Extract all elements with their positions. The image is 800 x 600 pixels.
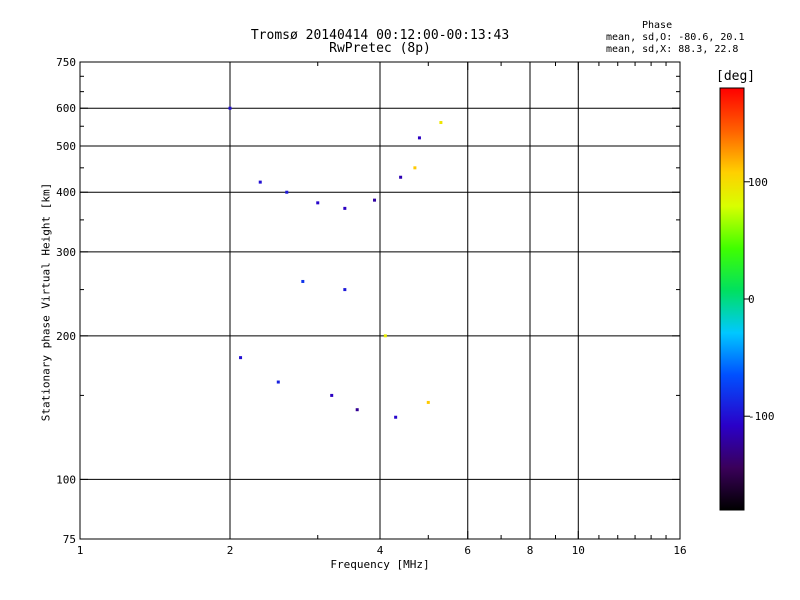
data-point: [439, 121, 443, 125]
stats-o-mode: mean, sd,O: -80.6, 20.1: [606, 32, 745, 43]
data-point: [394, 415, 398, 419]
axis-ticks: 1 2 4 6 8 10 16 75 100 200 300 400 500 600 750: [56, 56, 687, 557]
grid-lines: [80, 62, 680, 539]
data-point: [330, 393, 334, 397]
data-point: [276, 380, 280, 384]
data-point: [383, 334, 387, 338]
data-point: [228, 106, 232, 110]
data-point: [343, 206, 347, 210]
y-tick-label: 750: [56, 56, 76, 69]
data-point: [239, 356, 243, 360]
y-tick-label: 300: [56, 246, 76, 259]
colorbar-unit-label: [deg]: [716, 69, 756, 84]
data-point: [413, 166, 417, 170]
data-point: [417, 136, 421, 140]
x-tick-label: 16: [673, 544, 686, 557]
stats-x-mode: mean, sd,X: 88.3, 22.8: [606, 44, 739, 55]
x-tick-label: 2: [227, 544, 234, 557]
x-tick-label: 10: [572, 544, 585, 557]
data-point: [426, 400, 430, 404]
x-tick-label: 4: [377, 544, 384, 557]
colorbar: [719, 87, 745, 511]
data-point: [316, 201, 320, 205]
colorbar-ticks: 100 0 -100: [744, 176, 775, 423]
data-point: [355, 408, 359, 412]
data-point: [343, 288, 347, 292]
x-tick-label: 6: [464, 544, 471, 557]
data-point: [258, 180, 262, 184]
colorbar-tick-label: 100: [748, 176, 768, 189]
y-tick-label: 400: [56, 186, 76, 199]
y-tick-label: 100: [56, 473, 76, 486]
x-tick-label: 1: [77, 544, 84, 557]
x-tick-label: 8: [527, 544, 534, 557]
y-tick-label: 600: [56, 102, 76, 115]
data-point: [399, 175, 403, 179]
colorbar-tick-label: -100: [748, 410, 775, 423]
data-point: [301, 279, 305, 283]
stats-heading: Phase: [642, 20, 673, 31]
data-point: [373, 198, 377, 202]
data-point: [285, 190, 289, 194]
y-tick-label: 200: [56, 330, 76, 343]
colorbar-tick-label: 0: [748, 293, 755, 306]
y-tick-label: 75: [63, 533, 76, 546]
chart-title: Tromsø 20140414 00:12:00-00:13:43: [250, 28, 510, 43]
chart-subtitle: RwPretec (8p): [329, 41, 431, 56]
x-axis-label: Frequency [MHz]: [330, 558, 430, 571]
data-points: [228, 106, 443, 419]
y-tick-label: 500: [56, 140, 76, 153]
